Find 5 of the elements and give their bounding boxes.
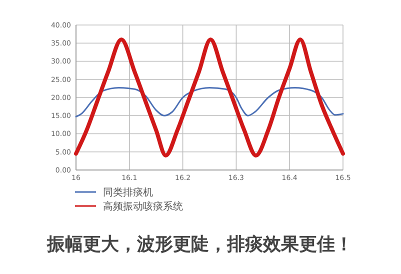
line-series xyxy=(74,38,345,158)
line-series xyxy=(75,86,344,118)
legend-label: 同类排痰机 xyxy=(103,186,153,198)
legend-label: 高频振动咳痰系统 xyxy=(103,200,183,212)
text: 振幅更大，波形更陡，排痰效果更佳！ xyxy=(46,234,353,255)
